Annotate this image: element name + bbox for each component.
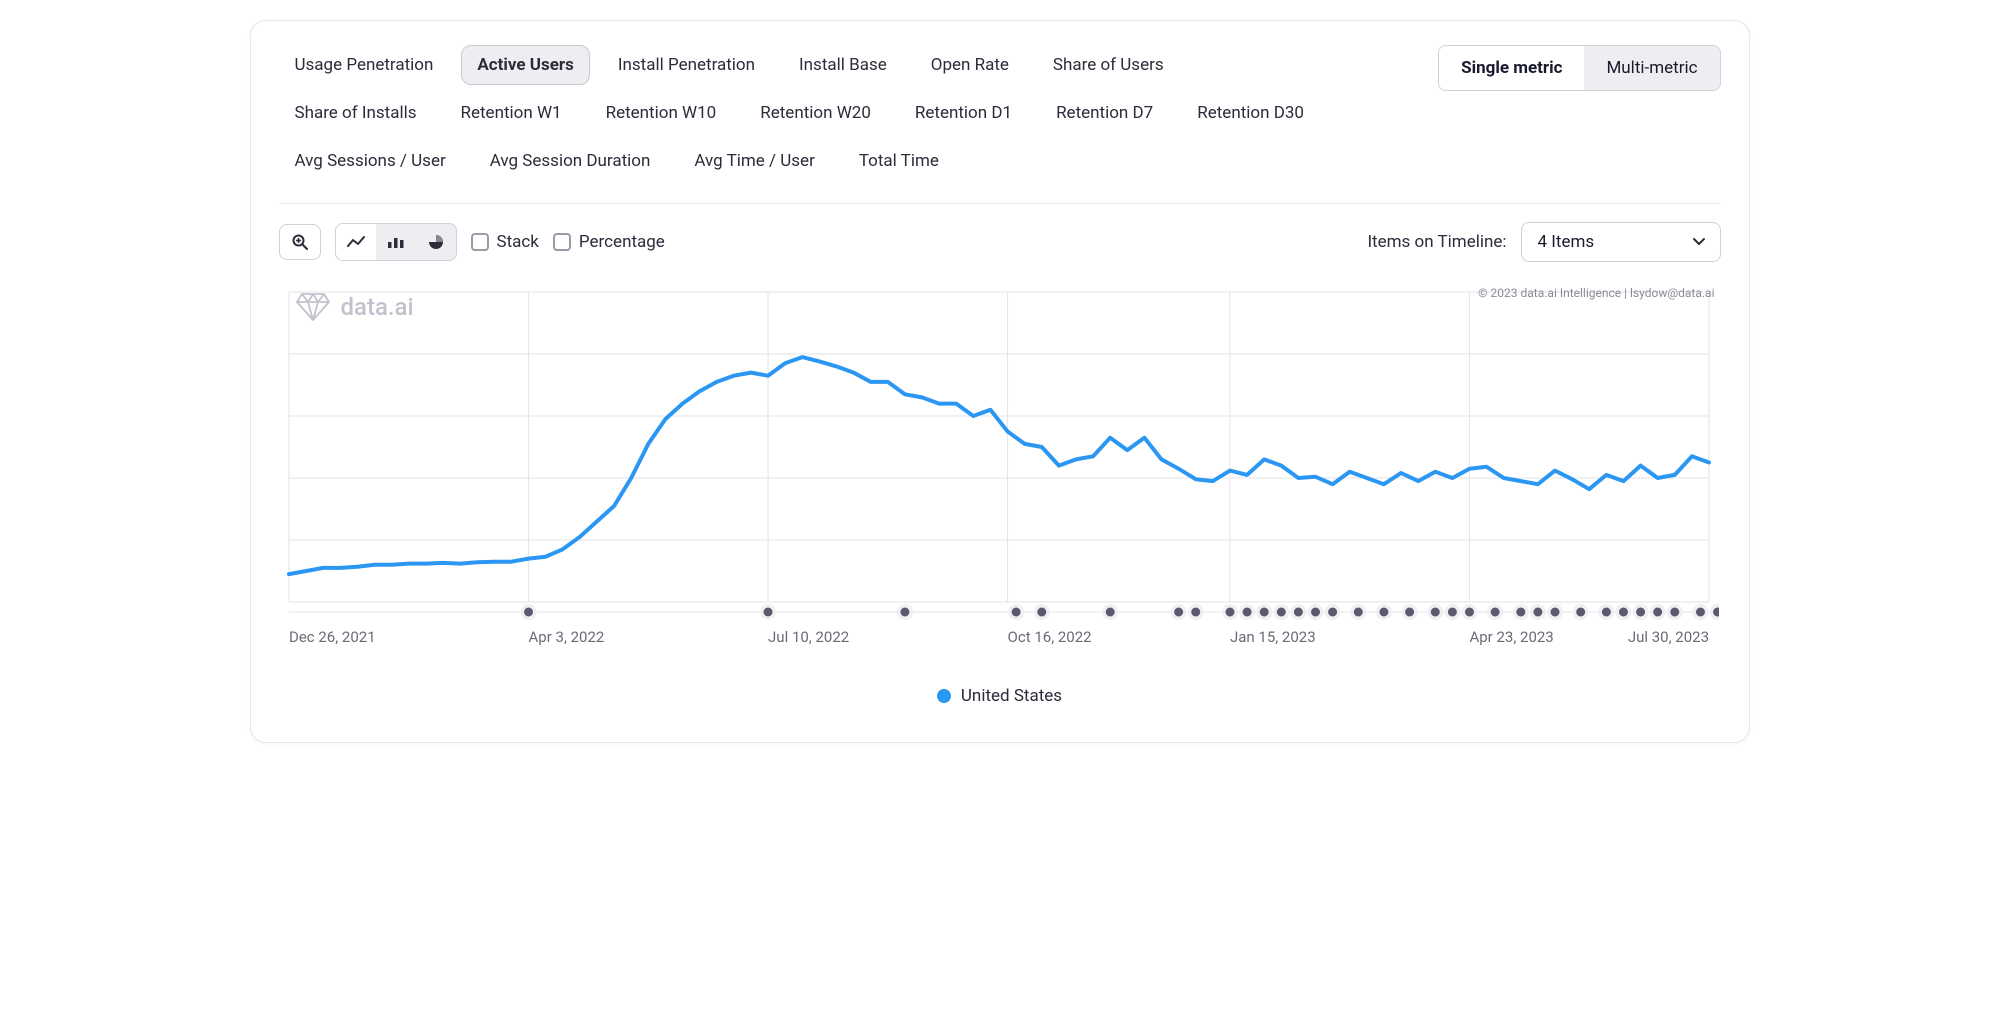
- chart-type-pie[interactable]: [416, 224, 456, 260]
- legend-label: United States: [961, 686, 1062, 706]
- metric-tab[interactable]: Avg Sessions / User: [279, 141, 462, 181]
- stack-label: Stack: [497, 232, 539, 252]
- svg-text:Apr 3, 2022: Apr 3, 2022: [528, 628, 604, 646]
- svg-text:Dec 26, 2021: Dec 26, 2021: [289, 628, 376, 646]
- metric-tab[interactable]: Retention D30: [1181, 93, 1320, 133]
- metric-tab[interactable]: Avg Time / User: [678, 141, 830, 181]
- metric-tab[interactable]: Retention W10: [590, 93, 733, 133]
- percentage-label: Percentage: [579, 232, 665, 252]
- multi-metric-button[interactable]: Multi-metric: [1584, 46, 1719, 90]
- metric-tab[interactable]: Total Time: [843, 141, 955, 181]
- zoom-in-icon: [292, 234, 308, 250]
- chart-controls-row: Stack Percentage Items on Timeline: 4 It…: [279, 222, 1721, 262]
- metric-tab[interactable]: Active Users: [461, 45, 590, 85]
- svg-text:Oct 16, 2022: Oct 16, 2022: [1007, 628, 1091, 646]
- tabs-area: Usage Penetration Active Users Install Pen…: [279, 45, 1721, 181]
- single-metric-button[interactable]: Single metric: [1439, 46, 1584, 90]
- checkbox-box: [553, 233, 571, 251]
- metric-tab[interactable]: Usage Penetration: [279, 45, 450, 85]
- timeline-items-dropdown[interactable]: 4 Items: [1521, 222, 1721, 262]
- legend: United States: [279, 686, 1721, 706]
- metric-mode-toggle: Single metricMulti-metric: [1438, 45, 1720, 91]
- line-chart-icon: [347, 235, 365, 249]
- divider: [279, 203, 1721, 204]
- brand-watermark: data.ai: [295, 292, 414, 322]
- timeline-value: 4 Items: [1538, 232, 1595, 252]
- chevron-down-icon: [1692, 237, 1706, 247]
- metric-tab[interactable]: Retention W20: [744, 93, 887, 133]
- legend-swatch: [937, 689, 951, 703]
- timeline-label: Items on Timeline:: [1367, 232, 1506, 252]
- metric-tab[interactable]: Share of Installs: [279, 93, 433, 133]
- svg-text:Apr 23, 2023: Apr 23, 2023: [1469, 628, 1553, 646]
- percentage-checkbox[interactable]: Percentage: [553, 232, 665, 252]
- stack-checkbox[interactable]: Stack: [471, 232, 539, 252]
- chart-area: data.ai © 2023 data.ai Intelligence | ls…: [279, 282, 1721, 706]
- attribution-text: © 2023 data.ai Intelligence | lsydow@dat…: [1478, 286, 1714, 300]
- dashboard-panel: Usage Penetration Active Users Install Pen…: [250, 20, 1750, 743]
- zoom-in-button[interactable]: [279, 224, 321, 260]
- metric-tab[interactable]: Retention W1: [445, 93, 578, 133]
- metric-tab[interactable]: Retention D7: [1040, 93, 1169, 133]
- svg-text:Jul 30, 2023: Jul 30, 2023: [1627, 628, 1708, 646]
- chart-type-bar[interactable]: [376, 224, 416, 260]
- chart-type-group: [335, 223, 457, 261]
- metric-tab[interactable]: Retention D1: [899, 93, 1028, 133]
- metric-tab[interactable]: Install Base: [783, 45, 903, 85]
- metric-tab[interactable]: Install Penetration: [602, 45, 771, 85]
- metric-tab[interactable]: Open Rate: [915, 45, 1025, 85]
- metric-tab[interactable]: Avg Session Duration: [474, 141, 667, 181]
- svg-text:Jan 15, 2023: Jan 15, 2023: [1229, 628, 1315, 646]
- checkbox-box: [471, 233, 489, 251]
- metric-tab[interactable]: Share of Users: [1037, 45, 1180, 85]
- pie-chart-icon: [428, 234, 444, 250]
- bar-chart-icon: [387, 235, 405, 249]
- metric-tabs: Usage Penetration Active Users Install Pen…: [279, 45, 1339, 181]
- svg-text:Jul 10, 2022: Jul 10, 2022: [768, 628, 849, 646]
- diamond-icon: [295, 292, 331, 322]
- chart-type-line[interactable]: [336, 224, 376, 260]
- brand-name: data.ai: [341, 293, 414, 321]
- line-chart: Dec 26, 2021 Apr 3, 2022 Jul 10, 2022 Oct 1…: [279, 282, 1719, 662]
